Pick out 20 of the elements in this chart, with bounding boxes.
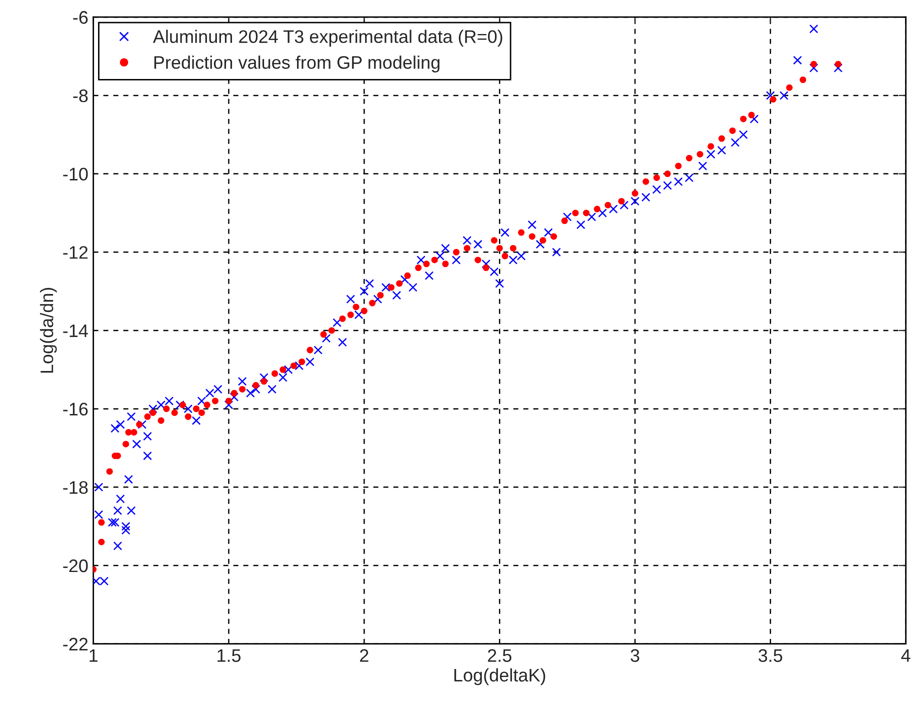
x-tick-label: 3 [630, 649, 640, 662]
legend-label: Aluminum 2024 T3 experimental data (R=0) [152, 30, 502, 47]
x-axis-title: Log(deltaK) [454, 668, 546, 686]
x-tick-label: 3.5 [758, 649, 782, 662]
legend-label: Prediction values from GP modeling [154, 56, 440, 72]
y-tick-label: -22 [63, 638, 88, 650]
y-tick-label: -16 [63, 402, 88, 416]
y-tick-label: -12 [63, 246, 88, 259]
y-tick-label: -20 [63, 559, 88, 572]
x-tick-label: 2 [360, 649, 368, 662]
x-tick-label: 1.5 [218, 649, 241, 662]
x-tick-label: 4 [901, 649, 910, 662]
y-tick-label: -14 [63, 324, 88, 338]
y-tick-label: -6 [73, 11, 88, 24]
x-tick-label: 1 [90, 649, 98, 662]
y-axis-title: Log(da/dn) [40, 288, 57, 373]
y-tick-label: -10 [63, 168, 88, 181]
x-tick-label: 2.5 [488, 649, 512, 662]
y-tick-label: -18 [63, 481, 88, 494]
y-tick-label: -8 [73, 89, 88, 102]
